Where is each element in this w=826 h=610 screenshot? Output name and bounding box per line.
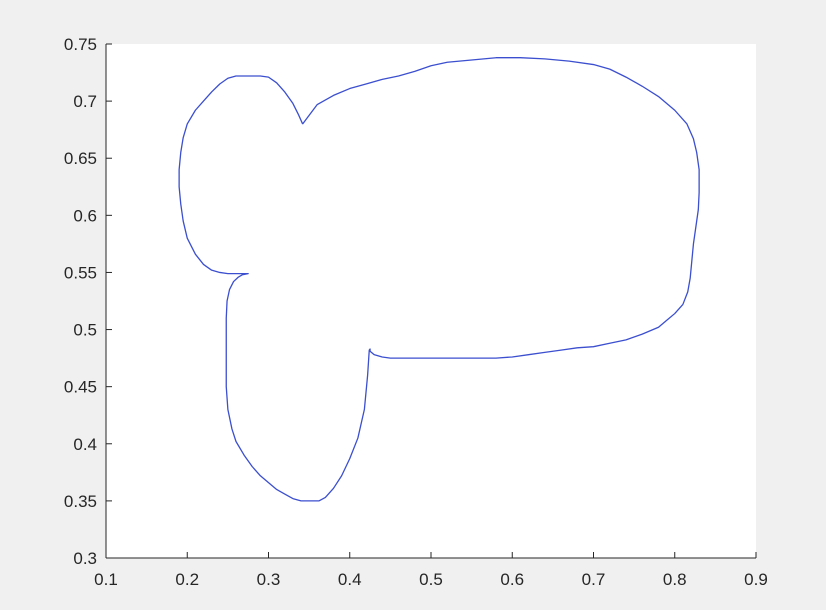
x-tick-label: 0.8 (663, 570, 687, 589)
axes-background (106, 44, 756, 558)
x-tick-label: 0.2 (175, 570, 199, 589)
y-tick-label: 0.45 (64, 378, 97, 397)
x-tick-label: 0.6 (500, 570, 524, 589)
x-ticks: 0.1 0.2 0.3 0.4 0.5 0.6 0.7 0.8 0.9 (94, 552, 768, 589)
y-tick-label: 0.6 (73, 206, 97, 225)
x-tick-label: 0.1 (94, 570, 118, 589)
x-tick-label: 0.7 (582, 570, 606, 589)
y-tick-label: 0.75 (64, 35, 97, 54)
y-tick-label: 0.3 (73, 549, 97, 568)
x-tick-label: 0.4 (338, 570, 362, 589)
y-tick-label: 0.7 (73, 92, 97, 111)
x-tick-label: 0.5 (419, 570, 443, 589)
y-tick-label: 0.55 (64, 263, 97, 282)
y-tick-label: 0.35 (64, 492, 97, 511)
x-tick-label: 0.3 (257, 570, 281, 589)
y-tick-label: 0.5 (73, 321, 97, 340)
x-tick-label: 0.9 (744, 570, 768, 589)
y-tick-label: 0.4 (73, 435, 97, 454)
series-line-contour (178, 57, 700, 502)
y-tick-label: 0.65 (64, 149, 97, 168)
y-ticks: 0.3 0.35 0.4 0.45 0.5 0.55 0.6 0.65 0.7 0.75 (64, 35, 112, 568)
